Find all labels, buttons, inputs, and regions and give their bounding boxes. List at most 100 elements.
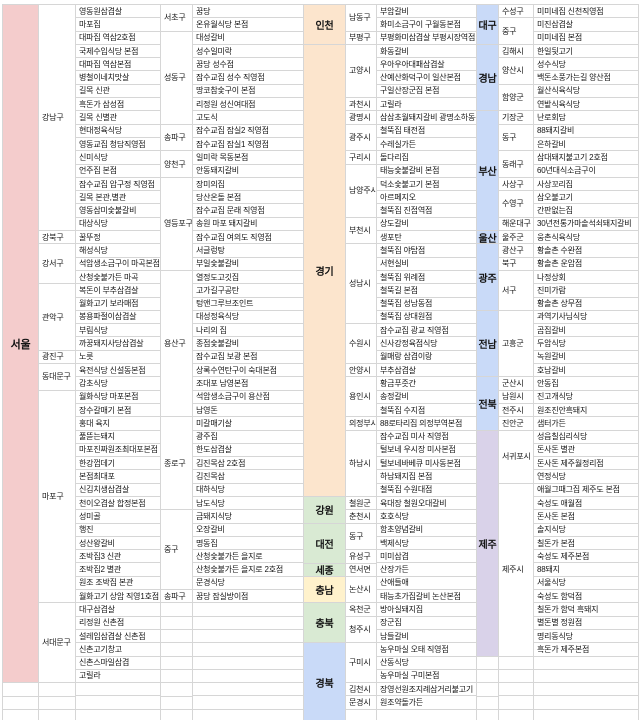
restaurant-cell[interactable]: 농우마실 오태 직영점: [377, 643, 477, 657]
empty-cell[interactable]: [193, 629, 304, 644]
restaurant-cell[interactable]: 대상식당: [76, 217, 161, 232]
restaurant-cell[interactable]: 잠수교집 잠실1 직영점: [193, 137, 304, 152]
region-cell[interactable]: 제주: [477, 430, 499, 657]
restaurant-cell[interactable]: 꿀뚜정: [76, 231, 161, 245]
restaurant-cell[interactable]: 장군집: [377, 616, 477, 630]
district-cell[interactable]: 철원군: [346, 497, 377, 511]
restaurant-cell[interactable]: 리정원 성신여대점: [193, 98, 304, 112]
restaurant-cell[interactable]: 온유월식당 본점: [193, 18, 304, 32]
empty-cell[interactable]: [193, 656, 304, 670]
restaurant-cell[interactable]: 솔지식당: [534, 523, 639, 537]
district-cell[interactable]: 종로구: [161, 417, 193, 511]
region-cell[interactable]: 강원: [304, 497, 346, 524]
restaurant-cell[interactable]: 월화고기 상암 직영1호점: [76, 590, 161, 604]
restaurant-cell[interactable]: 칠돈가 함덕 흑돼지: [534, 603, 639, 617]
empty-cell[interactable]: [193, 683, 304, 697]
restaurant-cell[interactable]: 서글렁탕: [193, 244, 304, 258]
restaurant-cell[interactable]: 성산왕갈비: [76, 536, 161, 551]
restaurant-cell[interactable]: 곰집갈비: [534, 324, 639, 338]
restaurant-cell[interactable]: 애월그때그집 제주도 본점: [534, 483, 639, 497]
restaurant-cell[interactable]: 황솔촌 수완점: [534, 244, 639, 258]
district-cell[interactable]: 광주시: [346, 124, 377, 152]
restaurant-cell[interactable]: 30년전통가마솥석쇠돼지갈비: [534, 217, 639, 232]
restaurant-cell[interactable]: 까꿍돼지사당삼겹살: [76, 337, 161, 351]
restaurant-cell[interactable]: 진미가람: [534, 284, 639, 298]
region-cell[interactable]: 부산: [477, 111, 499, 232]
restaurant-cell[interactable]: 부평화미삼겹살 부평시장역점: [377, 31, 477, 45]
empty-cell[interactable]: [534, 683, 639, 697]
restaurant-cell[interactable]: 나리의 집: [193, 324, 304, 338]
district-cell[interactable]: 김천시: [346, 683, 377, 697]
restaurant-cell[interactable]: 대파집 역삼본점: [76, 58, 161, 72]
restaurant-cell[interactable]: 천이오겹살 합정본점: [76, 496, 161, 511]
region-cell[interactable]: 경남: [477, 44, 499, 112]
restaurant-cell[interactable]: 철뚝집 진접역점: [377, 204, 477, 218]
restaurant-cell[interactable]: 영동삼미숯불갈비: [76, 204, 161, 218]
empty-cell[interactable]: [193, 709, 304, 720]
restaurant-cell[interactable]: 문경식당: [193, 576, 304, 591]
restaurant-cell[interactable]: 조박집2 별관: [76, 563, 161, 577]
district-cell[interactable]: 과천시: [346, 98, 377, 112]
region-cell[interactable]: 서울: [3, 5, 39, 684]
district-cell[interactable]: 수영구: [499, 191, 534, 218]
restaurant-cell[interactable]: 서울식당: [534, 576, 639, 591]
district-cell[interactable]: 유성구: [346, 550, 377, 564]
restaurant-cell[interactable]: 길목 신관: [76, 84, 161, 99]
restaurant-cell[interactable]: 마포집: [76, 18, 161, 32]
restaurant-cell[interactable]: 연밭식육식당: [534, 98, 639, 112]
restaurant-cell[interactable]: 성수식당: [534, 58, 639, 72]
district-cell[interactable]: 남동구: [346, 5, 377, 32]
restaurant-cell[interactable]: 미갈매기살: [193, 417, 304, 431]
restaurant-cell[interactable]: 풀뜯는돼지: [76, 430, 161, 444]
restaurant-cell[interactable]: 행진: [76, 523, 161, 537]
restaurant-cell[interactable]: 복돈이 부추삼겹살: [76, 284, 161, 298]
restaurant-cell[interactable]: 현대정육식당: [76, 124, 161, 138]
restaurant-cell[interactable]: 감초식당: [76, 377, 161, 391]
restaurant-cell[interactable]: 열정도고깃집: [193, 270, 304, 285]
restaurant-cell[interactable]: 신김치생삼겹살: [76, 483, 161, 497]
empty-cell[interactable]: [161, 630, 193, 644]
restaurant-cell[interactable]: 돈사돈 본점: [534, 510, 639, 524]
district-cell[interactable]: 사상구: [499, 177, 534, 192]
district-cell[interactable]: 용산구: [161, 270, 193, 418]
restaurant-cell[interactable]: 산예산화덕구이 일산본점: [377, 71, 477, 85]
restaurant-cell[interactable]: 당산온돌 본점: [193, 191, 304, 205]
restaurant-cell[interactable]: 별돈별 정원점: [534, 616, 639, 630]
restaurant-cell[interactable]: 신촌고기창고: [76, 643, 161, 657]
restaurant-cell[interactable]: 성수일미락: [193, 44, 304, 59]
empty-cell[interactable]: [499, 696, 534, 710]
district-cell[interactable]: 제주시: [499, 483, 534, 657]
district-cell[interactable]: 광진구: [39, 350, 76, 365]
empty-cell[interactable]: [193, 616, 304, 630]
district-cell[interactable]: 구리시: [346, 151, 377, 165]
restaurant-cell[interactable]: 나정상회: [534, 270, 639, 285]
district-cell[interactable]: 진안군: [499, 417, 534, 431]
restaurant-cell[interactable]: 고릴라: [377, 98, 477, 112]
restaurant-cell[interactable]: 우아우아대패삼겹살: [377, 58, 477, 72]
restaurant-cell[interactable]: 석암생소금구이 마곡본점: [76, 257, 161, 271]
empty-cell[interactable]: [193, 696, 304, 710]
restaurant-cell[interactable]: 삼오불고기: [534, 191, 639, 205]
region-cell[interactable]: 충북: [304, 603, 346, 644]
restaurant-cell[interactable]: 산청숯불가든 을지로 2호점: [193, 563, 304, 577]
restaurant-cell[interactable]: 농우마실 구미본점: [377, 669, 477, 684]
restaurant-cell[interactable]: 상도갈비: [377, 217, 477, 232]
restaurant-cell[interactable]: 대구삼겹살: [76, 603, 161, 617]
district-cell[interactable]: 부천시: [346, 217, 377, 245]
restaurant-cell[interactable]: 수레실가든: [377, 137, 477, 152]
restaurant-cell[interactable]: 웅촌식육식당: [534, 231, 639, 245]
empty-cell[interactable]: [193, 643, 304, 657]
restaurant-cell[interactable]: 태능초가집갈비 논산본점: [377, 590, 477, 604]
restaurant-cell[interactable]: 대하식당: [193, 483, 304, 497]
restaurant-cell[interactable]: 상록수연탄구이 숙대본점: [193, 364, 304, 378]
restaurant-cell[interactable]: 노릇: [76, 350, 161, 365]
restaurant-cell[interactable]: 길목 신별관: [76, 111, 161, 125]
district-cell[interactable]: 수원시: [346, 324, 377, 365]
restaurant-cell[interactable]: 언주집 본점: [76, 164, 161, 178]
region-cell[interactable]: 광주: [477, 244, 499, 311]
restaurant-cell[interactable]: 화미소금구이 구월동본점: [377, 18, 477, 32]
district-cell[interactable]: 관악구: [39, 284, 76, 351]
restaurant-cell[interactable]: 서현실비: [377, 257, 477, 271]
empty-cell[interactable]: [477, 656, 499, 670]
region-cell[interactable]: 울산: [477, 231, 499, 245]
